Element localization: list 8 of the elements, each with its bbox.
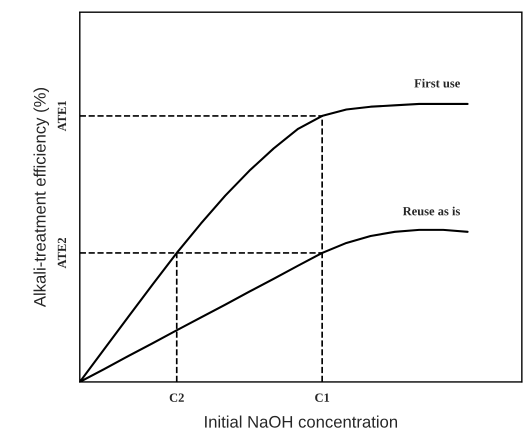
series-label: Reuse as is [402, 206, 460, 216]
ref-line-label: ATE1 [58, 101, 66, 132]
x-tick-label: C2 [170, 393, 184, 402]
x-axis-title: Initial NaOH concentration [205, 415, 398, 428]
series-label: First use [414, 78, 460, 88]
y-axis-title: Alkali-treatment efficiency (%) [33, 88, 50, 308]
x-tick-label: C1 [315, 393, 330, 402]
ref-line-label: ATE2 [58, 238, 66, 268]
